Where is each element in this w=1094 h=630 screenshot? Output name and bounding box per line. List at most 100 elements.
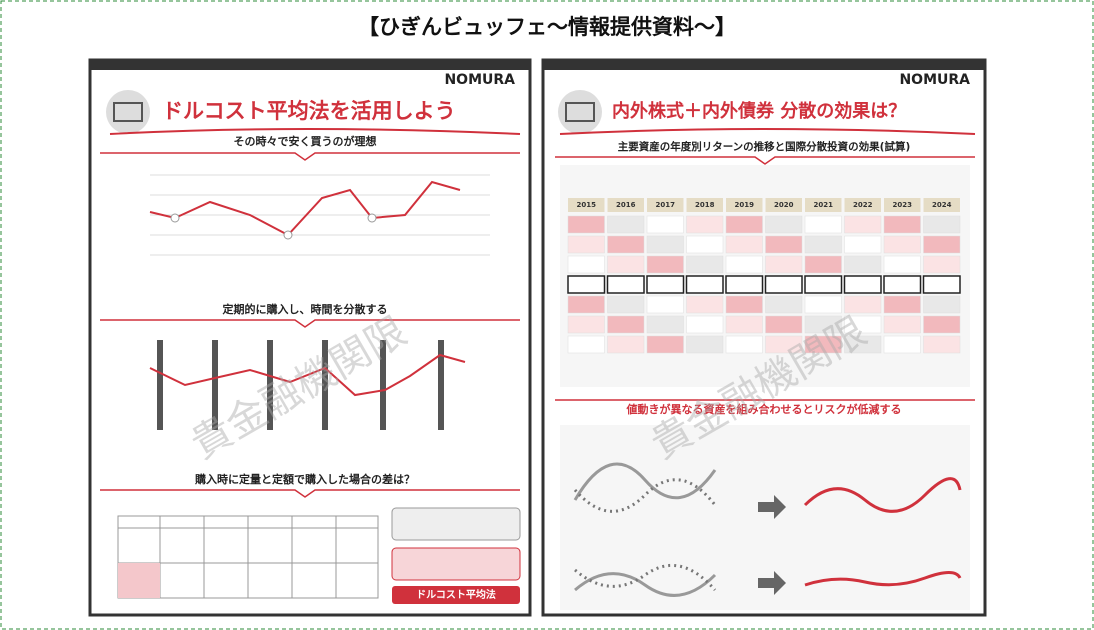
return-cell: [607, 315, 645, 334]
return-cell: [686, 255, 724, 274]
return-cell: [804, 255, 842, 274]
section-heading: 購入時に定量と定額で購入した場合の差は？: [194, 472, 415, 486]
return-cell: [725, 275, 764, 294]
return-cell: [923, 215, 961, 234]
return-cell: [804, 235, 842, 254]
return-cell: [646, 295, 684, 314]
year-label: 2015: [577, 201, 597, 209]
year-cell: [923, 198, 960, 212]
return-cell: [883, 255, 921, 274]
year-cell: [805, 198, 842, 212]
year-label: 2017: [656, 201, 676, 209]
year-label: 2024: [932, 201, 952, 209]
return-cell: [923, 335, 961, 354]
badge: [392, 586, 520, 604]
return-cell: [844, 255, 882, 274]
return-cell: [567, 335, 605, 354]
return-cell: [567, 275, 606, 294]
page-title: 内外株式＋内外債券 分散の効果は？: [612, 100, 906, 122]
return-cell: [725, 235, 763, 254]
year-cell: [568, 198, 605, 212]
return-cell: [883, 235, 921, 254]
return-cell: [765, 295, 803, 314]
return-cell: [646, 335, 684, 354]
return-cell: [725, 255, 763, 274]
return-cell: [607, 255, 645, 274]
return-cell: [607, 215, 645, 234]
return-cell: [725, 335, 763, 354]
return-cell: [923, 255, 961, 274]
year-label: 2016: [616, 201, 636, 209]
year-cell: [607, 198, 644, 212]
year-label: 2023: [893, 201, 913, 209]
return-cell: [607, 235, 645, 254]
logo: NOMURA: [444, 72, 515, 88]
return-cell: [567, 315, 605, 334]
right-page: NOMURA 内外株式＋内外債券 分散の効果は？ 主要資産の年度別リターンの推移…: [541, 58, 987, 617]
return-cell: [844, 295, 882, 314]
year-cell: [647, 198, 684, 212]
year-label: 2019: [735, 201, 755, 209]
return-cell: [844, 335, 882, 354]
return-cell: [804, 295, 842, 314]
return-cell: [843, 275, 882, 294]
return-cell: [765, 255, 803, 274]
return-cell: [765, 215, 803, 234]
section-heading: 値動きが異なる資産を組み合わせるとリスクが低減する: [626, 402, 902, 416]
return-cell: [844, 215, 882, 234]
return-cell: [607, 335, 645, 354]
return-cell: [765, 335, 803, 354]
return-cell: [804, 335, 842, 354]
year-cell: [884, 198, 921, 212]
year-cell: [726, 198, 763, 212]
section-heading: 主要資産の年度別リターンの推移と国際分散投資の効果(試算): [618, 140, 911, 153]
return-cell: [922, 275, 961, 294]
return-cell: [765, 315, 803, 334]
return-cell: [883, 275, 922, 294]
return-cell: [923, 295, 961, 314]
return-cell: [725, 215, 763, 234]
return-cell: [883, 215, 921, 234]
year-cell: [686, 198, 723, 212]
return-cell: [686, 315, 724, 334]
return-cell: [686, 235, 724, 254]
year-label: 2018: [695, 201, 715, 209]
page-title: ドルコスト平均法を活用しよう: [162, 99, 456, 123]
return-cell: [844, 235, 882, 254]
logo: NOMURA: [899, 72, 970, 88]
return-cell: [646, 315, 684, 334]
badge-text: ドルコスト平均法: [416, 588, 496, 601]
return-cell: [725, 295, 763, 314]
return-cell: [883, 295, 921, 314]
header-title: 【ひぎんビュッフェ～情報提供資料～】: [358, 15, 736, 39]
return-cell: [804, 215, 842, 234]
return-cell: [764, 275, 803, 294]
return-cell: [567, 235, 605, 254]
return-cell: [567, 215, 605, 234]
return-cell: [883, 315, 921, 334]
return-cell: [567, 255, 605, 274]
year-label: 2021: [814, 201, 834, 209]
return-cell: [765, 235, 803, 254]
return-cell: [923, 315, 961, 334]
year-cell: [765, 198, 802, 212]
return-cell: [686, 215, 724, 234]
return-cell: [923, 235, 961, 254]
return-cell: [646, 255, 684, 274]
section-heading: その時々で安く買うのが理想: [234, 134, 377, 148]
return-cell: [567, 295, 605, 314]
year-label: 2020: [774, 201, 794, 209]
return-cell: [686, 335, 724, 354]
return-cell: [606, 275, 645, 294]
return-cell: [646, 275, 685, 294]
return-cell: [686, 295, 724, 314]
return-cell: [607, 295, 645, 314]
return-cell: [685, 275, 724, 294]
return-cell: [646, 215, 684, 234]
return-cell: [804, 315, 842, 334]
year-cell: [844, 198, 881, 212]
return-cell: [725, 315, 763, 334]
return-cell: [804, 275, 843, 294]
return-cell: [883, 335, 921, 354]
